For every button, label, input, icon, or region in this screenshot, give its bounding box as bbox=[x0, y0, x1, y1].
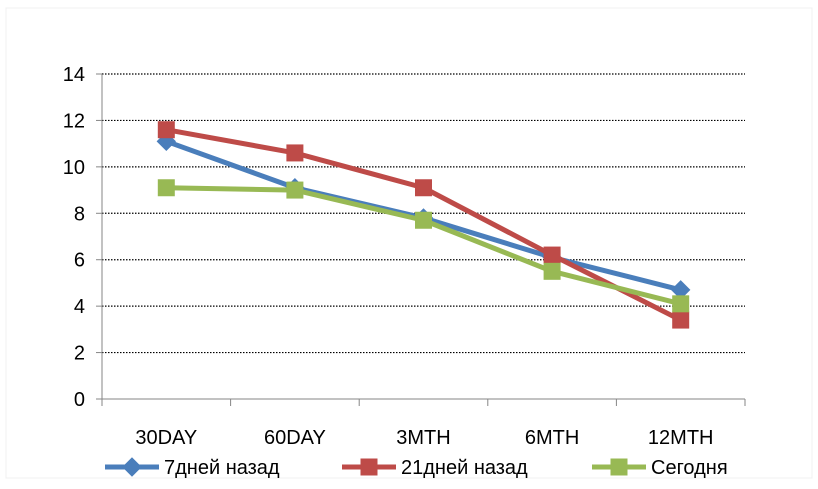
y-tick-label: 12 bbox=[63, 110, 85, 132]
data-point bbox=[543, 262, 561, 280]
y-tick-label: 8 bbox=[74, 203, 85, 225]
y-tick-label: 4 bbox=[74, 296, 85, 318]
data-point bbox=[415, 179, 432, 197]
data-point bbox=[286, 144, 304, 162]
data-point bbox=[157, 121, 175, 139]
legend-label: Сегодня bbox=[651, 457, 728, 479]
y-tick-label: 2 bbox=[74, 343, 85, 365]
legend-marker bbox=[122, 457, 142, 477]
data-point bbox=[415, 211, 432, 229]
legend-item: 21дней назад bbox=[342, 457, 528, 479]
data-point bbox=[672, 311, 690, 329]
y-tick-label: 14 bbox=[63, 64, 85, 86]
x-tick-label: 3MTH bbox=[396, 427, 450, 449]
data-point bbox=[286, 181, 304, 199]
legend-marker bbox=[360, 458, 378, 476]
legend: 7дней назад 21дней назад Сегодня bbox=[105, 457, 728, 479]
legend-marker bbox=[610, 458, 628, 476]
x-tick-label: 30DAY bbox=[135, 427, 197, 449]
legend-item: 7дней назад bbox=[105, 457, 280, 479]
y-tick-label: 0 bbox=[74, 389, 85, 411]
x-tick-label: 12MTH bbox=[648, 427, 714, 449]
series bbox=[156, 121, 691, 329]
data-point bbox=[543, 246, 561, 264]
y-tick-label: 10 bbox=[63, 157, 85, 179]
data-point bbox=[157, 179, 175, 197]
data-point bbox=[672, 295, 690, 313]
x-tick-label: 6MTH bbox=[525, 427, 579, 449]
legend-label: 7дней назад bbox=[164, 457, 280, 479]
x-tick-label: 60DAY bbox=[264, 427, 326, 449]
series-3 bbox=[157, 179, 690, 313]
legend-item: Сегодня bbox=[592, 457, 728, 479]
series-2 bbox=[157, 121, 690, 329]
y-tick-label: 6 bbox=[74, 250, 85, 272]
axes: 0 2 4 6 8 10 12 14 30DAY 60DAY 3MTH 6MTH 12MTH bbox=[63, 64, 746, 449]
chart-frame bbox=[5, 7, 813, 479]
legend-label: 21дней назад bbox=[401, 457, 528, 479]
